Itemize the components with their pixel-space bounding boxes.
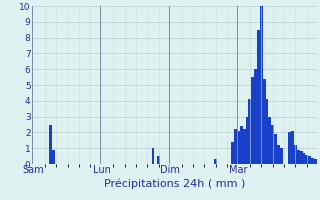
Bar	[248, 99, 251, 164]
Bar	[271, 124, 274, 164]
Bar	[240, 126, 243, 164]
Bar	[311, 158, 314, 164]
Bar	[231, 142, 234, 164]
Bar	[308, 156, 311, 164]
Bar	[52, 150, 55, 164]
Bar	[266, 99, 268, 164]
Bar	[254, 69, 257, 164]
Bar	[49, 124, 52, 164]
Bar	[300, 151, 303, 164]
Bar	[260, 6, 263, 164]
Bar	[305, 155, 308, 164]
Bar	[257, 30, 260, 164]
Bar	[152, 148, 155, 164]
Bar	[280, 148, 283, 164]
Bar	[297, 150, 300, 164]
Bar	[246, 117, 248, 164]
Bar	[288, 132, 291, 164]
Bar	[263, 79, 266, 164]
Bar	[274, 134, 277, 164]
Bar	[314, 159, 317, 164]
Bar	[243, 129, 246, 164]
X-axis label: Précipitations 24h ( mm ): Précipitations 24h ( mm )	[104, 178, 245, 189]
Bar	[294, 145, 297, 164]
Bar	[214, 159, 217, 164]
Bar	[237, 131, 240, 164]
Bar	[268, 117, 271, 164]
Bar	[291, 131, 294, 164]
Bar	[234, 129, 237, 164]
Bar	[251, 77, 254, 164]
Bar	[157, 156, 160, 164]
Bar	[303, 153, 305, 164]
Bar	[277, 145, 280, 164]
